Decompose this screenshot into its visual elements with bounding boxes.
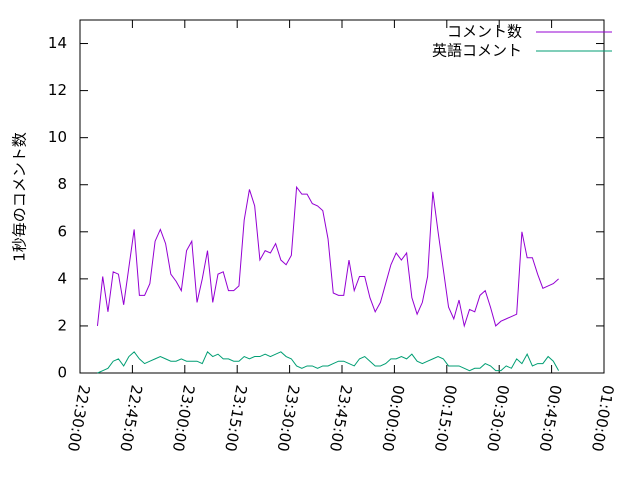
y-tick-label: 0 (57, 364, 67, 382)
x-tick-label: 00:45:00 (536, 384, 565, 453)
x-tick-label: 00:00:00 (378, 384, 407, 453)
series-line (96, 185, 559, 328)
x-tick-label: 23:30:00 (274, 384, 303, 453)
x-tick-label: 23:45:00 (326, 384, 355, 453)
y-tick-label: 4 (57, 269, 67, 287)
legend-label: 英語コメント (432, 42, 522, 60)
x-tick-label: 23:00:00 (169, 384, 198, 453)
x-tick-label: 23:15:00 (221, 384, 250, 453)
y-tick-label: 8 (57, 175, 67, 193)
y-tick-label: 14 (48, 34, 67, 52)
x-tick-label: 01:00:00 (588, 384, 617, 453)
series-line (97, 350, 560, 374)
y-axis-label: 1秒毎のコメント数 (11, 132, 29, 262)
y-tick-label: 2 (57, 316, 67, 334)
x-tick-label: 00:30:00 (483, 384, 512, 453)
y-tick-label: 6 (57, 222, 67, 240)
y-tick-label: 12 (48, 81, 67, 99)
legend-label: コメント数 (447, 23, 522, 41)
plot-frame (79, 19, 605, 374)
x-tick-label: 00:15:00 (431, 384, 460, 453)
y-tick-label: 10 (48, 128, 67, 146)
x-tick-label: 22:30:00 (64, 384, 93, 453)
x-tick-label: 22:45:00 (116, 384, 145, 453)
